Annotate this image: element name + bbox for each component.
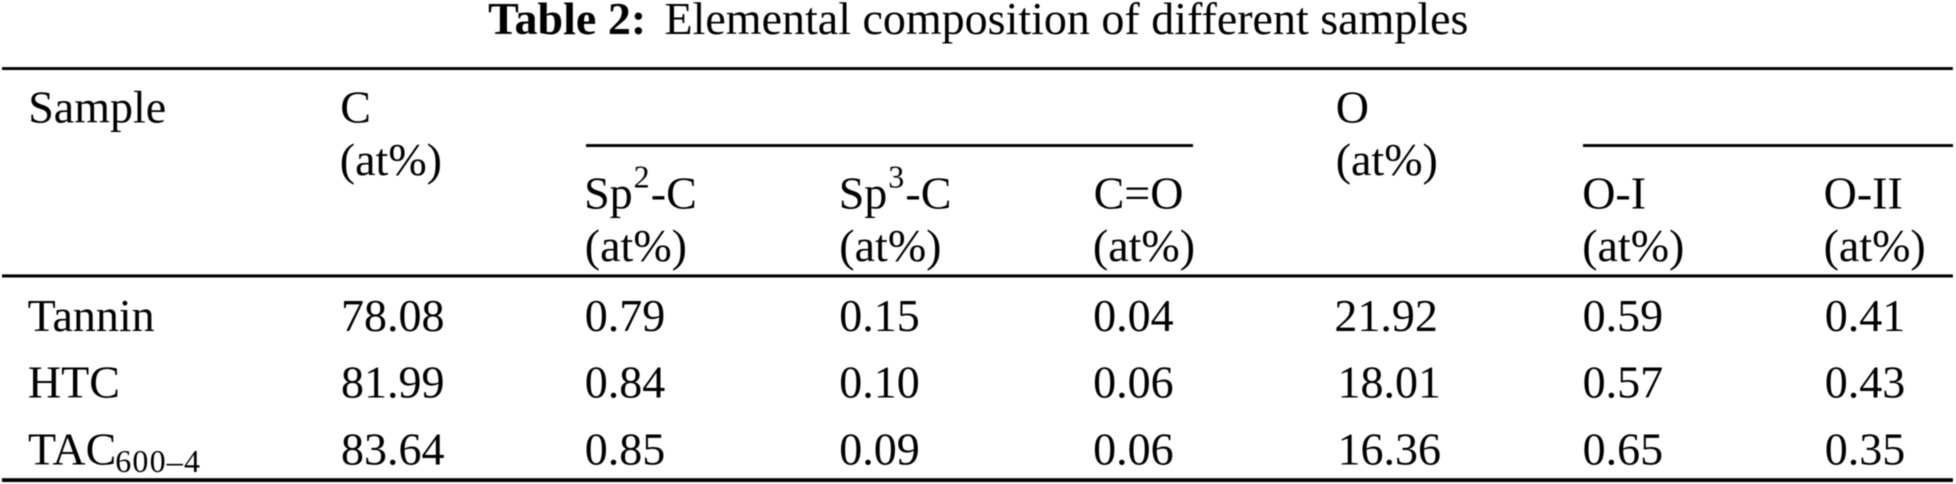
svg-text:3: 3 [888, 159, 904, 195]
svg-text:78.08: 78.08 [341, 290, 445, 341]
svg-text:0.41: 0.41 [1825, 290, 1906, 341]
svg-text:81.99: 81.99 [341, 356, 445, 407]
svg-text:0.15: 0.15 [839, 290, 920, 341]
svg-text:C: C [340, 82, 371, 133]
svg-text:O-I: O-I [1582, 168, 1646, 219]
svg-text:0.35: 0.35 [1825, 423, 1906, 474]
svg-text:Sp: Sp [584, 168, 633, 219]
svg-text:0.79: 0.79 [585, 290, 666, 341]
svg-text:Table 2:: Table 2: [488, 0, 646, 44]
svg-text:(at%): (at%) [1824, 220, 1926, 271]
svg-text:0.85: 0.85 [585, 423, 666, 474]
svg-text:Sp: Sp [839, 168, 888, 219]
svg-text:21.92: 21.92 [1334, 290, 1438, 341]
svg-text:16.36: 16.36 [1338, 423, 1442, 474]
svg-text:C=O: C=O [1094, 168, 1184, 219]
svg-text:0.84: 0.84 [585, 356, 666, 407]
svg-text:(at%): (at%) [585, 220, 687, 271]
svg-text:0.06: 0.06 [1093, 423, 1174, 474]
svg-text:-C: -C [905, 168, 951, 219]
svg-text:(at%): (at%) [1582, 220, 1684, 271]
svg-text:600–4: 600–4 [115, 443, 201, 479]
svg-text:-C: -C [651, 168, 697, 219]
svg-text:TAC: TAC [28, 423, 116, 474]
svg-text:O-II: O-II [1824, 168, 1903, 219]
svg-text:(at%): (at%) [839, 220, 941, 271]
svg-text:0.10: 0.10 [839, 356, 920, 407]
svg-text:Elemental composition of diffe: Elemental composition of different sampl… [665, 0, 1469, 44]
svg-text:0.59: 0.59 [1583, 290, 1664, 341]
svg-text:(at%): (at%) [1093, 220, 1195, 271]
svg-text:Tannin: Tannin [28, 290, 155, 341]
svg-text:O: O [1336, 82, 1369, 133]
svg-text:83.64: 83.64 [341, 423, 445, 474]
svg-text:(at%): (at%) [1336, 134, 1438, 185]
svg-text:HTC: HTC [28, 356, 120, 407]
svg-text:2: 2 [634, 159, 650, 195]
svg-text:(at%): (at%) [340, 134, 442, 185]
svg-text:Sample: Sample [28, 82, 166, 133]
svg-text:0.65: 0.65 [1583, 423, 1664, 474]
svg-text:18.01: 18.01 [1338, 356, 1442, 407]
svg-text:0.06: 0.06 [1093, 356, 1174, 407]
svg-text:0.09: 0.09 [839, 423, 920, 474]
svg-text:0.43: 0.43 [1825, 356, 1906, 407]
svg-text:0.04: 0.04 [1093, 290, 1174, 341]
svg-text:0.57: 0.57 [1583, 356, 1664, 407]
